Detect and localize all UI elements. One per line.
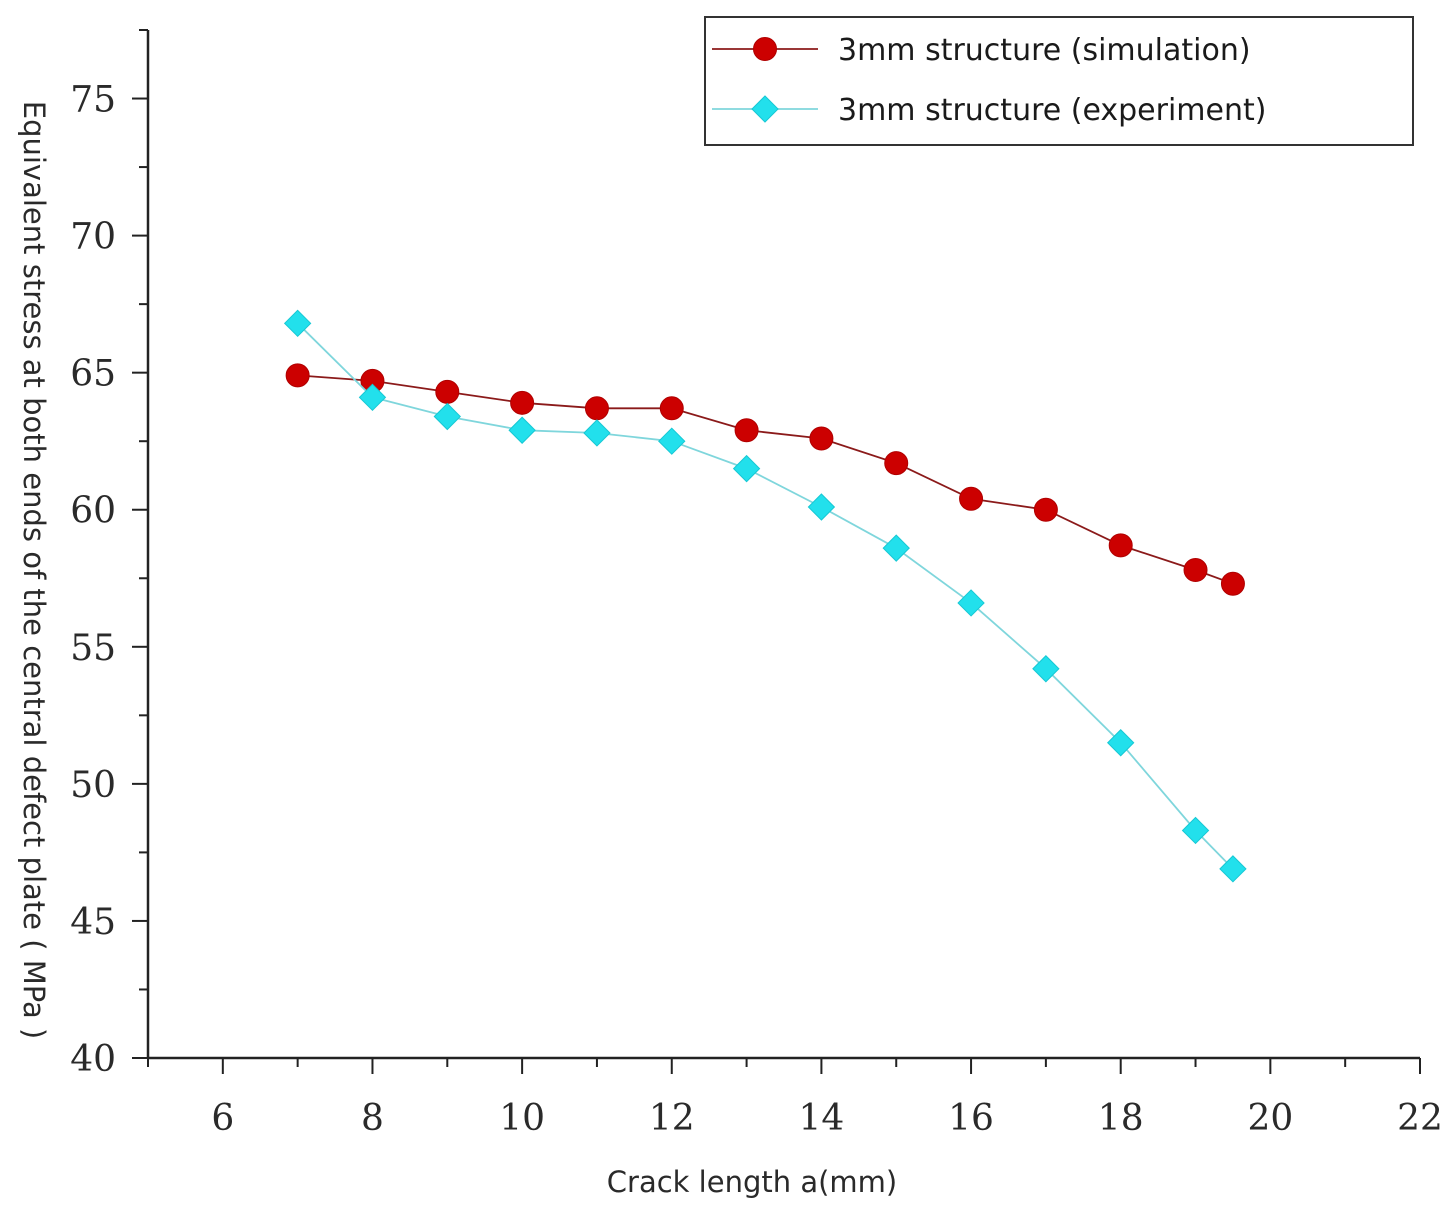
x-tick-label: 14 (799, 1098, 845, 1139)
series-experiment (283, 309, 1247, 883)
data-point (285, 363, 310, 388)
data-point (584, 396, 609, 421)
legend-item: 3mm structure (simulation) (712, 33, 1251, 68)
x-tick-label: 6 (211, 1098, 234, 1139)
data-point (959, 486, 984, 511)
data-point (358, 383, 387, 412)
y-tick-label: 60 (70, 491, 116, 532)
data-point (807, 493, 836, 521)
x-tick-label: 18 (1098, 1098, 1144, 1139)
y-tick-label: 45 (70, 902, 116, 943)
y-tick-label: 65 (70, 354, 116, 395)
x-tick-label: 12 (649, 1098, 695, 1139)
x-tick-label: 20 (1247, 1098, 1293, 1139)
series-line (296, 322, 1234, 870)
data-point (1106, 729, 1135, 757)
legend-label: 3mm structure (experiment) (838, 93, 1266, 128)
data-point (1183, 558, 1208, 583)
x-tick-label: 22 (1397, 1098, 1443, 1139)
x-axis-title: Crack length a(mm) (607, 1165, 897, 1199)
legend-diamond-marker (751, 95, 779, 123)
data-point (435, 379, 460, 404)
data-point (734, 418, 759, 443)
data-point (1108, 533, 1133, 558)
y-axis-title: Equivalent stress at both ends of the ce… (17, 101, 51, 1039)
legend-item: 3mm structure (experiment) (712, 93, 1266, 128)
data-point (583, 419, 611, 447)
data-point (884, 451, 909, 476)
data-point (510, 390, 535, 415)
legend-label: 3mm structure (simulation) (838, 33, 1251, 68)
data-point (1032, 655, 1060, 683)
y-tick-label: 70 (70, 217, 116, 258)
y-tick-label: 75 (70, 80, 116, 121)
y-tick-label: 55 (70, 628, 116, 669)
x-tick-label: 16 (948, 1098, 994, 1139)
legend: 3mm structure (simulation) 3mm structure … (704, 16, 1414, 146)
y-tick-label: 50 (70, 765, 116, 806)
axes: 6 8 10 12 14 16 18 20 22 40 45 50 55 60 65 70 75 (70, 29, 1443, 1139)
data-point (433, 402, 462, 431)
data-point (957, 589, 985, 617)
data-point (1181, 816, 1210, 845)
data-point (659, 396, 684, 421)
data-point (1219, 855, 1247, 883)
data-point (1220, 571, 1245, 596)
series-layer (283, 309, 1247, 883)
data-point (732, 454, 761, 483)
data-point (283, 309, 312, 338)
series-line (297, 374, 1234, 585)
data-point (508, 416, 536, 444)
x-tick-label: 8 (361, 1098, 384, 1139)
legend-box (704, 16, 1414, 146)
y-tick-label: 40 (70, 1039, 116, 1080)
data-point (658, 427, 686, 455)
legend-circle-marker (753, 37, 777, 61)
series-simulation (285, 363, 1245, 596)
x-tick-label: 10 (499, 1098, 545, 1139)
data-point (809, 426, 834, 451)
data-point (1033, 497, 1058, 522)
data-point (882, 534, 910, 562)
